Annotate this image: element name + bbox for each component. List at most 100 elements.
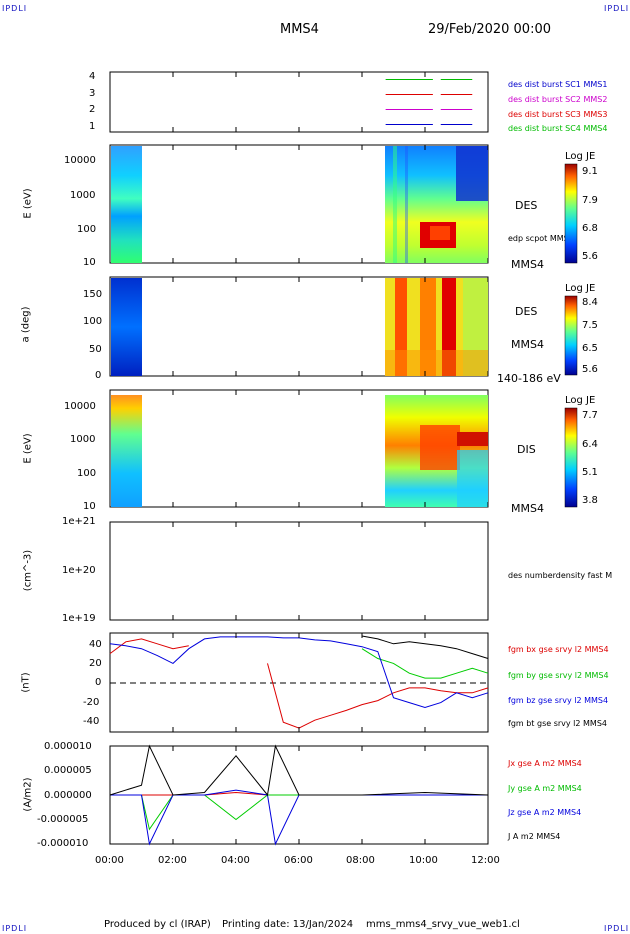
des-energy-spectrogram — [111, 146, 488, 263]
avail-label-mms3: des dist burst SC3 MMS3 — [508, 110, 608, 119]
dis-energy-cb-tick: 5.1 — [582, 467, 598, 478]
current-series-line — [110, 794, 488, 831]
footer-filename: mms_mms4_srvy_vue_web1.cl — [366, 919, 520, 930]
bfield-legend-by: fgm by gse srvy l2 MMS4 — [508, 671, 609, 680]
current-ytick: 0.000000 — [44, 790, 92, 801]
current-legend-jx: Jx gse A m2 MMS4 — [508, 759, 582, 768]
x-tick: 00:00 — [95, 855, 124, 866]
density-frame — [109, 521, 489, 621]
des-energy-extra-label: edp scpot MMS4 — [508, 234, 574, 243]
current-lines — [109, 744, 489, 846]
dis-energy-ytick: 10000 — [64, 401, 96, 412]
des-pitch-ytick: 0 — [95, 370, 102, 381]
x-tick: 04:00 — [221, 855, 250, 866]
dis-energy-ytick: 10 — [83, 501, 96, 512]
bfield-ytick: 40 — [89, 639, 102, 650]
bfield-series-line — [361, 648, 489, 679]
des-energy-ytick: 10 — [83, 257, 96, 268]
bfield-ytick: 20 — [89, 658, 102, 669]
des-pitch-ytick: 150 — [83, 289, 103, 300]
des-energy-side-label: DES — [515, 199, 538, 212]
dis-energy-cb-tick: 3.8 — [582, 495, 598, 506]
dis-energy-ytick: 100 — [77, 468, 97, 479]
des-pitch-ytick: 50 — [89, 344, 102, 355]
bfield-ytick: -20 — [83, 697, 100, 708]
dis-energy-cb-tick: 6.4 — [582, 439, 598, 450]
current-ytick: 0.000010 — [44, 741, 92, 752]
corner-logo-tr: IPDLI — [604, 4, 630, 13]
dis-energy-ytick: 1000 — [70, 434, 96, 445]
x-tick: 12:00 — [471, 855, 500, 866]
des-pitch-cb-tick: 5.6 — [582, 364, 598, 375]
current-legend-j: J A m2 MMS4 — [508, 832, 561, 841]
des-energy-cb-tick: 7.9 — [582, 195, 598, 206]
avail-ytick: 2 — [89, 104, 96, 115]
current-ytick: -0.000010 — [37, 838, 89, 849]
dis-energy-colorbar-title: Log JE — [565, 395, 596, 406]
bfield-legend-bt: fgm bt gse srvy l2 MMS4 — [508, 719, 607, 728]
corner-logo-br: IPDLI — [604, 924, 630, 933]
x-tick: 08:00 — [346, 855, 375, 866]
current-series-line — [110, 789, 488, 846]
des-pitch-cb-tick: 8.4 — [582, 297, 598, 308]
des-energy-ytick: 1000 — [70, 190, 96, 201]
des-energy-cb-tick: 5.6 — [582, 251, 598, 262]
avail-ytick: 3 — [89, 88, 96, 99]
bfield-legend-bx: fgm bx gse srvy l2 MMS4 — [508, 645, 609, 654]
corner-logo-tl: IPDLI — [2, 4, 28, 13]
bfield-ytick: -40 — [83, 716, 100, 727]
des-energy-cb-tick: 9.1 — [582, 166, 598, 177]
avail-label-mms4: des dist burst SC4 MMS4 — [508, 124, 608, 133]
density-ytick: 1e+21 — [62, 516, 96, 527]
bfield-lines — [109, 635, 489, 729]
des-pitch-colorbar — [564, 295, 578, 376]
bfield-series-line — [109, 636, 489, 709]
avail-label-mms1: des dist burst SC1 MMS1 — [508, 80, 608, 89]
des-pitch-cb-tick: 6.5 — [582, 343, 598, 354]
avail-ytick: 4 — [89, 71, 96, 82]
x-tick: 10:00 — [409, 855, 438, 866]
des-energy-below-label: MMS4 — [511, 258, 544, 271]
des-pitch-colorbar-title: Log JE — [565, 283, 596, 294]
axis-ticks — [109, 72, 489, 844]
current-legend-jz: Jz gse A m2 MMS4 — [508, 808, 582, 817]
current-ytick: 0.000005 — [44, 765, 92, 776]
footer-produced-by: Produced by cl (IRAP) — [104, 919, 211, 930]
current-series-line — [109, 744, 489, 797]
des-pitch-below-label: 140-186 eV — [497, 372, 561, 385]
datetime-title: 29/Feb/2020 00:00 — [428, 22, 551, 37]
dis-energy-side-label: DIS — [517, 443, 536, 456]
x-tick: 06:00 — [284, 855, 313, 866]
spacecraft-title: MMS4 — [280, 22, 319, 37]
des-energy-colorbar — [564, 163, 578, 264]
des-pitch-side-label2: MMS4 — [511, 338, 544, 351]
density-ytick: 1e+20 — [62, 565, 96, 576]
bfield-legend-bz: fgm bz gse srvy l2 MMS4 — [508, 696, 609, 705]
density-side-label: des numberdensity fast M — [508, 571, 613, 580]
des-pitch-spectrogram — [111, 278, 488, 376]
availability-marks — [385, 79, 473, 125]
density-ytick: 1e+19 — [62, 613, 96, 624]
footer-printing-date: Printing date: 13/Jan/2024 — [222, 919, 354, 930]
x-tick: 02:00 — [158, 855, 187, 866]
des-energy-cb-tick: 6.8 — [582, 223, 598, 234]
des-energy-ytick: 10000 — [64, 155, 96, 166]
current-ytick: -0.000005 — [37, 814, 89, 825]
avail-ytick: 1 — [89, 121, 96, 132]
des-energy-colorbar-title: Log JE — [565, 151, 596, 162]
avail-label-mms2: des dist burst SC2 MMS2 — [508, 95, 608, 104]
dis-energy-below-label: MMS4 — [511, 502, 544, 515]
bfield-series-line — [109, 638, 489, 729]
bfield-ytick: 0 — [95, 677, 102, 688]
des-energy-ytick: 100 — [77, 224, 97, 235]
current-legend-jy: Jy gse A m2 MMS4 — [508, 784, 582, 793]
dis-energy-cb-tick: 7.7 — [582, 410, 598, 421]
availability-frame — [109, 71, 489, 133]
des-pitch-cb-tick: 7.5 — [582, 320, 598, 331]
des-pitch-ytick: 100 — [83, 316, 103, 327]
bfield-series-line — [361, 635, 489, 659]
dis-energy-spectrogram — [111, 395, 488, 507]
dis-energy-colorbar — [564, 407, 578, 508]
corner-logo-bl: IPDLI — [2, 924, 28, 933]
